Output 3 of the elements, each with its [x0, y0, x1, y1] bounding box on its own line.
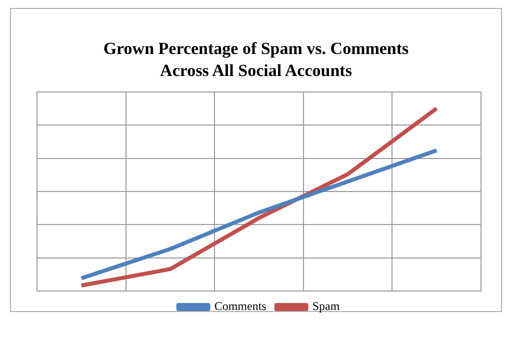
- legend-label: Spam: [312, 299, 340, 314]
- chart-title: Grown Percentage of Spam vs. Comments Across All Social Accounts: [102, 38, 410, 82]
- legend-label: Comments: [214, 299, 267, 314]
